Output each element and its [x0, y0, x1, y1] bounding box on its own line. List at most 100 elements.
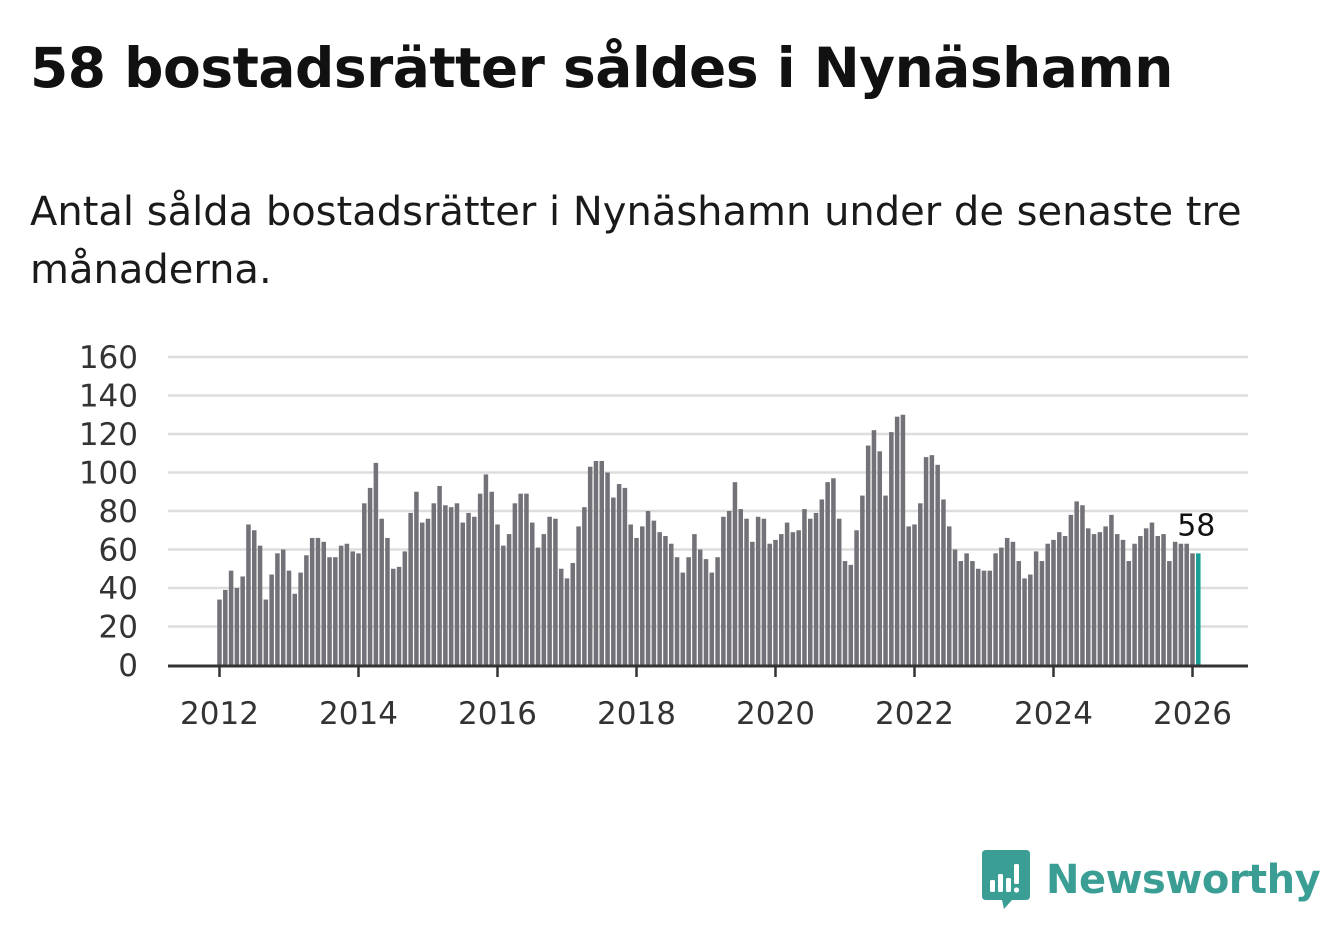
- bar: [466, 512, 471, 665]
- bar: [848, 564, 854, 665]
- bar: [356, 553, 361, 665]
- bar: [564, 578, 570, 666]
- bar: [385, 537, 390, 665]
- bar: [616, 484, 622, 665]
- bar: [593, 460, 599, 665]
- bar: [327, 557, 332, 665]
- bar: [350, 551, 355, 665]
- bar: [379, 518, 384, 665]
- bar: [309, 537, 315, 665]
- bar: [217, 599, 222, 665]
- bar: [831, 478, 836, 665]
- bar: [437, 485, 442, 665]
- bar: [750, 541, 755, 665]
- bar: [964, 553, 969, 665]
- bar: [744, 518, 749, 665]
- bar: [367, 487, 373, 665]
- bar: [877, 451, 883, 665]
- bar: [408, 512, 413, 665]
- bar: [1155, 536, 1161, 665]
- bar-series: [217, 414, 1201, 666]
- bar: [1016, 561, 1022, 665]
- bar: [541, 534, 547, 665]
- brand-name: Newsworthy: [1046, 857, 1321, 903]
- x-tick-label: 2014: [319, 696, 398, 730]
- x-tick-label: 2020: [736, 696, 815, 730]
- bar: [333, 557, 338, 665]
- bar: [1057, 532, 1062, 665]
- newsworthy-logo[interactable]: Newsworthy: [980, 850, 1321, 910]
- bar: [1051, 539, 1056, 666]
- bar: [251, 530, 257, 665]
- bar: [344, 543, 350, 665]
- bar: [1033, 551, 1039, 665]
- bar: [1074, 501, 1079, 666]
- bar: [1120, 539, 1126, 666]
- bar: [987, 570, 993, 665]
- bar: [223, 589, 228, 665]
- bar: [1103, 526, 1108, 665]
- bar: [784, 522, 790, 665]
- y-tick-label: 80: [99, 494, 138, 530]
- bar: [582, 507, 587, 665]
- bar: [715, 557, 720, 665]
- bar: [228, 570, 234, 665]
- bar: [553, 518, 558, 665]
- bar: [1114, 534, 1120, 665]
- bar: [645, 511, 651, 665]
- y-tick-label: 120: [79, 417, 138, 453]
- x-tick-label: 2016: [458, 696, 537, 730]
- bar: [906, 526, 911, 665]
- bar: [315, 537, 321, 665]
- bar: [1062, 536, 1068, 665]
- bar: [576, 526, 581, 665]
- bar: [918, 503, 923, 665]
- bar: [692, 534, 697, 665]
- bar: [414, 491, 419, 665]
- bar: [1190, 553, 1195, 665]
- bar: [472, 516, 477, 665]
- bar: [634, 537, 639, 665]
- bar: [622, 487, 628, 665]
- bar: [246, 524, 251, 665]
- x-tick-label: 2012: [180, 696, 259, 730]
- bar: [269, 574, 274, 665]
- bar: [894, 416, 900, 665]
- chart-title: 58 bostadsrätter såldes i Nynäshamn: [30, 36, 1173, 100]
- chart-subtitle: Antal sålda bostadsrätter i Nynäshamn un…: [30, 189, 1242, 293]
- bar: [686, 557, 691, 665]
- bar: [651, 520, 657, 666]
- bar: [923, 457, 929, 665]
- bar: [640, 526, 645, 665]
- bar: [512, 503, 518, 665]
- bar: [263, 599, 269, 665]
- bar: [506, 534, 512, 665]
- bar: [402, 551, 408, 665]
- bar: [663, 536, 668, 665]
- bar: [726, 511, 732, 665]
- bar: [460, 522, 466, 665]
- bar: [518, 493, 523, 665]
- bar: [240, 576, 245, 665]
- bar: [1028, 574, 1033, 665]
- x-tick-label: 2022: [875, 696, 954, 730]
- bar: [605, 472, 610, 665]
- bar: [773, 539, 778, 666]
- bar: [703, 559, 709, 666]
- bar: [1167, 561, 1172, 665]
- bar: [807, 518, 813, 665]
- bar: [865, 445, 871, 665]
- bar: [611, 497, 616, 665]
- bar: [796, 530, 801, 665]
- bar: [889, 432, 894, 665]
- y-tick-label: 0: [118, 648, 138, 684]
- bar: [738, 509, 744, 665]
- bar: [709, 572, 715, 665]
- bar: [721, 516, 726, 665]
- bar: [495, 524, 500, 665]
- x-axis-ticks: 2012 2014 2016 2018 2020 2022 2024 2026: [180, 667, 1232, 730]
- y-tick-label: 60: [99, 533, 138, 569]
- bar: [1126, 561, 1132, 665]
